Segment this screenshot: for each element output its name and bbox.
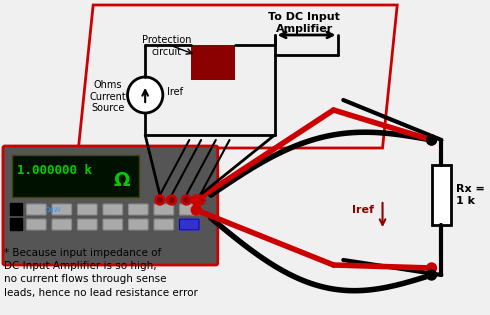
FancyBboxPatch shape — [77, 204, 97, 215]
FancyBboxPatch shape — [52, 219, 72, 230]
Circle shape — [197, 198, 202, 203]
FancyBboxPatch shape — [26, 219, 46, 230]
FancyBboxPatch shape — [154, 219, 173, 230]
Text: Iref: Iref — [352, 205, 374, 215]
Circle shape — [155, 195, 165, 205]
Circle shape — [184, 198, 189, 203]
Circle shape — [191, 195, 201, 205]
FancyBboxPatch shape — [179, 204, 199, 215]
Bar — [12, 155, 139, 197]
Text: To DC Input
Amplifier: To DC Input Amplifier — [268, 12, 340, 34]
Bar — [10, 218, 22, 230]
FancyBboxPatch shape — [52, 204, 72, 215]
Circle shape — [157, 198, 162, 203]
Circle shape — [127, 77, 163, 113]
Circle shape — [427, 270, 437, 280]
FancyBboxPatch shape — [179, 219, 199, 230]
FancyBboxPatch shape — [103, 219, 122, 230]
Text: Rx =
1 k: Rx = 1 k — [456, 184, 485, 206]
FancyBboxPatch shape — [103, 204, 122, 215]
Circle shape — [427, 135, 437, 145]
Circle shape — [427, 263, 437, 273]
Text: Ohms
Current
Source: Ohms Current Source — [90, 80, 126, 113]
Text: Iref: Iref — [167, 87, 183, 97]
FancyBboxPatch shape — [3, 146, 218, 265]
FancyBboxPatch shape — [77, 219, 97, 230]
Text: Protection
circuit: Protection circuit — [142, 35, 192, 57]
Text: * Because input impedance of
DC Input Amplifier is so high,
no current flows thr: * Because input impedance of DC Input Am… — [4, 248, 198, 298]
Circle shape — [191, 205, 201, 215]
FancyBboxPatch shape — [179, 219, 199, 230]
Text: 1.000000 k: 1.000000 k — [17, 164, 92, 177]
Text: Ω: Ω — [113, 171, 130, 191]
Circle shape — [427, 135, 437, 145]
FancyBboxPatch shape — [128, 219, 148, 230]
Bar — [191, 45, 235, 80]
Bar — [432, 165, 451, 225]
Bar — [10, 203, 22, 215]
FancyBboxPatch shape — [128, 204, 148, 215]
Circle shape — [169, 198, 174, 203]
FancyBboxPatch shape — [154, 204, 173, 215]
Circle shape — [195, 195, 205, 205]
Circle shape — [181, 195, 191, 205]
Text: Ω4W: Ω4W — [45, 207, 61, 213]
FancyBboxPatch shape — [26, 204, 46, 215]
Circle shape — [167, 195, 176, 205]
